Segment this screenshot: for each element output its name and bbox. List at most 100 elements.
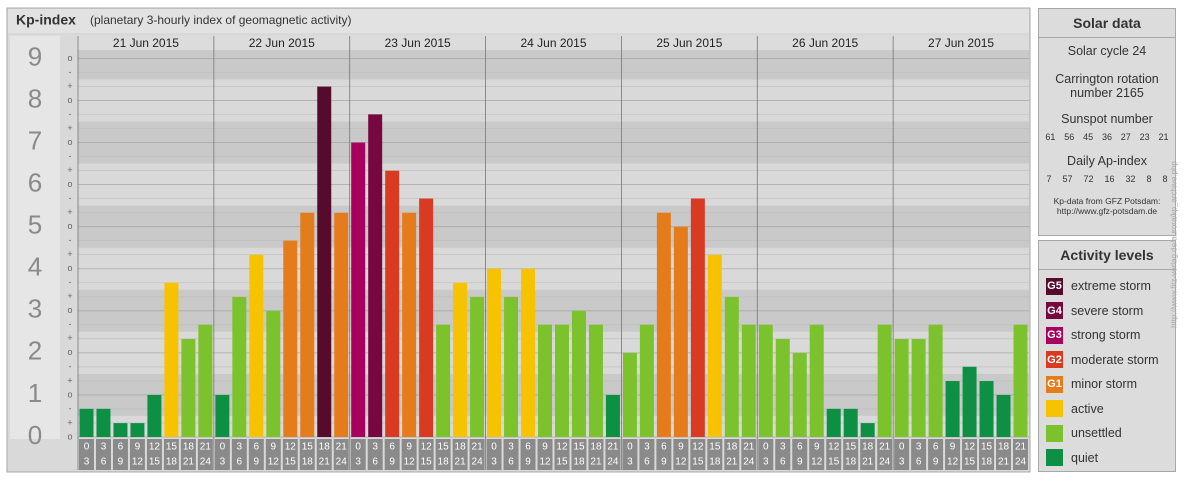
bar — [860, 423, 875, 437]
day-header — [621, 36, 758, 50]
time-box — [979, 439, 995, 470]
time-box — [741, 439, 757, 470]
time-label: 9 — [525, 457, 531, 468]
time-label: 15 — [828, 457, 840, 468]
y-minor-label: - — [69, 193, 72, 203]
y-minor-label: o — [67, 263, 72, 273]
time-label: 24 — [1015, 457, 1027, 468]
legend-swatch: G5 — [1046, 277, 1063, 295]
y-tick-label: 4 — [28, 252, 42, 282]
time-label: 12 — [692, 442, 704, 453]
legend-item: G5 extreme storm — [1039, 274, 1175, 299]
bar — [673, 226, 688, 437]
bar — [538, 324, 552, 437]
bar — [894, 338, 909, 437]
day-label: 25 Jun 2015 — [656, 36, 722, 50]
time-label: 18 — [845, 457, 857, 468]
time-label: 12 — [964, 442, 976, 453]
time-label: 18 — [319, 442, 331, 453]
bar — [266, 310, 281, 437]
chart-subtitle: (planetary 3-hourly index of geomagnetic… — [90, 13, 351, 27]
time-label: 15 — [845, 442, 857, 453]
time-box — [163, 439, 179, 470]
day-header — [485, 36, 622, 50]
ap-value: 8 — [1146, 174, 1152, 184]
time-label: 21 — [998, 457, 1010, 468]
source: Kp-data from GFZ Potsdam: http://www.gfz… — [1053, 196, 1161, 216]
legend-label: moderate storm — [1071, 352, 1159, 367]
time-box — [503, 439, 519, 470]
bar — [724, 296, 739, 437]
time-label: 18 — [709, 457, 721, 468]
bar — [775, 338, 790, 437]
time-label: 24 — [472, 457, 484, 468]
time-box — [79, 439, 94, 470]
bar — [996, 394, 1011, 437]
bar — [758, 324, 773, 437]
legend-item: G1 minor storm — [1039, 372, 1175, 397]
y-minor-label: + — [67, 249, 72, 259]
time-box — [282, 439, 298, 470]
bar — [368, 114, 383, 438]
bar — [741, 324, 756, 437]
time-box — [401, 439, 417, 470]
bar — [317, 86, 332, 437]
day-header — [893, 36, 1029, 50]
bar — [351, 142, 366, 438]
legend-item: unsettled — [1039, 421, 1175, 446]
time-box — [197, 439, 213, 470]
time-label: 9 — [678, 442, 684, 453]
time-box — [792, 439, 808, 470]
time-box — [809, 439, 825, 470]
time-label: 21 — [336, 442, 348, 453]
legend-swatch: G3 — [1046, 326, 1063, 344]
bar — [571, 310, 586, 437]
y-minor-label: + — [67, 417, 72, 427]
time-label: 6 — [372, 457, 378, 468]
time-label: 9 — [271, 442, 277, 453]
time-label: 3 — [491, 457, 497, 468]
day-label: 24 Jun 2015 — [520, 36, 586, 50]
bar — [232, 296, 247, 437]
ap-row: 7 57 72 16 32 8 8 — [1039, 174, 1175, 184]
day-header — [213, 36, 350, 50]
bar — [249, 254, 264, 437]
day-header — [349, 36, 486, 50]
time-label: 21 — [319, 457, 331, 468]
time-label: 6 — [916, 457, 922, 468]
bar — [809, 324, 824, 437]
sunspot-row: 61 56 45 36 27 23 21 — [1039, 132, 1175, 142]
time-label: 9 — [950, 442, 956, 453]
time-box — [180, 439, 196, 470]
time-box — [605, 439, 621, 470]
legend-swatch: G2 — [1046, 351, 1063, 369]
title-bar — [8, 9, 1029, 33]
y-minor-label: + — [67, 81, 72, 91]
time-box — [707, 439, 723, 470]
time-label: 18 — [166, 457, 178, 468]
time-label: 0 — [899, 442, 905, 453]
time-label: 21 — [472, 442, 484, 453]
legend-item: G3 strong storm — [1039, 323, 1175, 348]
day-label: 22 Jun 2015 — [249, 36, 315, 50]
time-box — [129, 439, 145, 470]
time-box — [962, 439, 978, 470]
bar — [826, 408, 841, 437]
y-minor-label: + — [67, 123, 72, 133]
bar — [96, 408, 111, 437]
time-label: 6 — [644, 457, 650, 468]
time-label: 3 — [355, 457, 361, 468]
bar — [334, 212, 349, 437]
time-label: 12 — [404, 457, 416, 468]
time-label: 0 — [491, 442, 497, 453]
bar — [792, 352, 807, 437]
y-minor-label: + — [67, 375, 72, 385]
bar — [385, 170, 400, 437]
y-axis-column — [10, 36, 60, 439]
time-label: 0 — [220, 442, 226, 453]
bar — [707, 254, 722, 437]
bar — [215, 394, 230, 437]
solar-cycle: Solar cycle 24 — [1067, 44, 1147, 58]
bar — [945, 381, 960, 437]
